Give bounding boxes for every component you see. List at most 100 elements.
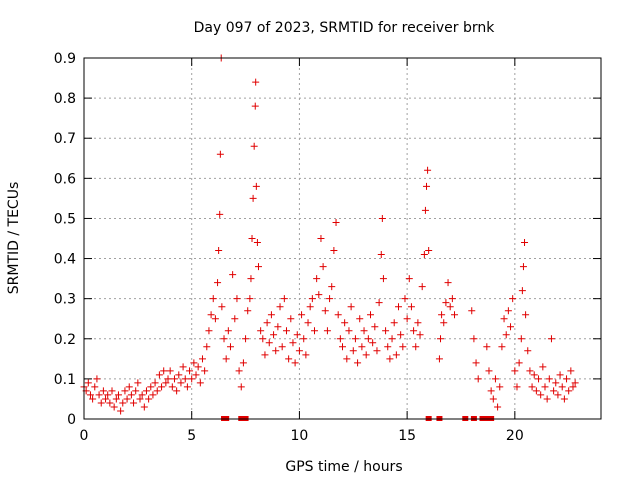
data-point bbox=[285, 355, 293, 363]
data-point bbox=[164, 375, 172, 383]
data-point bbox=[343, 355, 351, 363]
data-point bbox=[104, 391, 112, 399]
data-point bbox=[511, 367, 519, 375]
data-point bbox=[239, 359, 247, 367]
data-point bbox=[211, 315, 219, 323]
data-point bbox=[326, 295, 334, 303]
data-point bbox=[216, 150, 224, 158]
data-point bbox=[280, 295, 288, 303]
data-point bbox=[399, 343, 407, 351]
data-point bbox=[405, 275, 413, 283]
data-point bbox=[289, 339, 297, 347]
x-tick-label: 10 bbox=[291, 428, 309, 444]
data-point bbox=[498, 343, 506, 351]
data-point bbox=[117, 407, 125, 415]
data-point bbox=[183, 383, 191, 391]
data-point bbox=[158, 383, 166, 391]
data-point bbox=[504, 307, 512, 315]
data-point bbox=[86, 391, 94, 399]
data-point bbox=[259, 335, 267, 343]
data-point bbox=[541, 383, 549, 391]
data-point bbox=[530, 371, 538, 379]
data-point bbox=[444, 279, 452, 287]
data-point bbox=[328, 283, 336, 291]
data-point bbox=[491, 375, 499, 383]
y-tick-label: 0.6 bbox=[54, 171, 76, 187]
chart-title: Day 097 of 2023, SRMTID for receiver brn… bbox=[194, 20, 496, 36]
data-point bbox=[136, 395, 144, 403]
data-point bbox=[209, 295, 217, 303]
data-point bbox=[162, 379, 170, 387]
y-tick-label: 0.9 bbox=[54, 51, 76, 67]
data-point bbox=[99, 387, 107, 395]
data-point bbox=[379, 275, 387, 283]
data-point bbox=[356, 315, 364, 323]
data-point bbox=[261, 351, 269, 359]
x-axis-label: GPS time / hours bbox=[285, 459, 402, 475]
data-point bbox=[265, 339, 273, 347]
data-point bbox=[425, 247, 433, 255]
data-point bbox=[518, 287, 526, 295]
data-point bbox=[386, 355, 394, 363]
data-point bbox=[110, 403, 118, 411]
data-point bbox=[282, 327, 290, 335]
data-point bbox=[367, 311, 375, 319]
data-point bbox=[95, 391, 103, 399]
y-tick-label: 0 bbox=[67, 412, 76, 428]
data-point bbox=[160, 367, 168, 375]
data-point bbox=[539, 363, 547, 371]
data-point bbox=[233, 295, 241, 303]
data-point bbox=[175, 371, 183, 379]
plot-frame bbox=[83, 57, 602, 420]
data-point bbox=[293, 331, 301, 339]
data-point bbox=[401, 295, 409, 303]
data-point bbox=[125, 383, 133, 391]
x-tick-label: 20 bbox=[506, 428, 524, 444]
data-point bbox=[250, 142, 258, 150]
data-point bbox=[188, 375, 196, 383]
data-point bbox=[412, 343, 420, 351]
data-point bbox=[173, 387, 181, 395]
data-points bbox=[80, 54, 579, 415]
data-point bbox=[121, 387, 129, 395]
data-point bbox=[360, 327, 368, 335]
data-point bbox=[543, 395, 551, 403]
data-point bbox=[142, 387, 150, 395]
data-point bbox=[224, 327, 232, 335]
data-point bbox=[336, 335, 344, 343]
data-point bbox=[388, 335, 396, 343]
data-point bbox=[468, 307, 476, 315]
data-point bbox=[515, 359, 523, 367]
data-point bbox=[446, 303, 454, 311]
data-point bbox=[547, 335, 555, 343]
data-point bbox=[382, 327, 390, 335]
data-point bbox=[330, 247, 338, 255]
data-point bbox=[507, 323, 515, 331]
data-point bbox=[569, 383, 577, 391]
data-point bbox=[354, 359, 362, 367]
data-point bbox=[487, 387, 495, 395]
data-point bbox=[194, 363, 202, 371]
data-point bbox=[407, 303, 415, 311]
data-point bbox=[470, 335, 478, 343]
data-point bbox=[519, 263, 527, 271]
data-point bbox=[563, 375, 571, 383]
data-point bbox=[97, 399, 105, 407]
data-point bbox=[274, 323, 282, 331]
data-point bbox=[424, 166, 432, 174]
data-point bbox=[153, 387, 161, 395]
data-point bbox=[552, 379, 560, 387]
data-point bbox=[147, 383, 155, 391]
data-point bbox=[560, 395, 568, 403]
data-point bbox=[315, 291, 323, 299]
data-point bbox=[247, 275, 255, 283]
data-point bbox=[252, 78, 260, 86]
data-point bbox=[220, 335, 228, 343]
data-point bbox=[222, 355, 230, 363]
data-point bbox=[554, 391, 562, 399]
data-point bbox=[397, 331, 405, 339]
data-point bbox=[89, 395, 97, 403]
data-point bbox=[483, 343, 491, 351]
data-point bbox=[149, 391, 157, 399]
